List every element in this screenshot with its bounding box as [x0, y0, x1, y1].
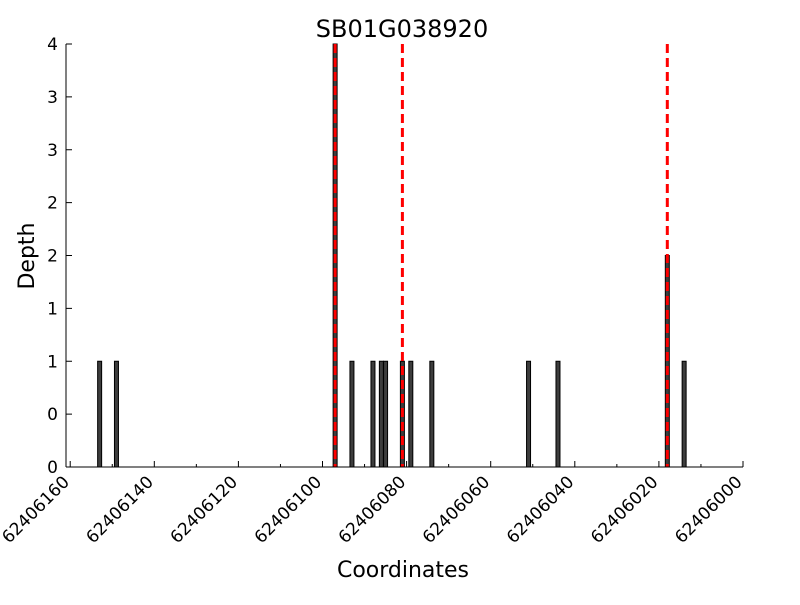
bar: [429, 360, 435, 468]
y-tick-label: 1: [47, 352, 58, 372]
x-tick-label: 62406120: [167, 472, 242, 547]
y-axis-label: Depth: [15, 222, 40, 289]
x-tick-label: 62406160: [0, 472, 74, 547]
x-tick-label: 62406100: [251, 472, 326, 547]
bar: [555, 360, 561, 468]
y-tick-label: 2: [47, 194, 58, 214]
y-tick-label: 3: [47, 141, 58, 161]
bar: [408, 360, 414, 468]
bar: [526, 360, 532, 468]
bar: [97, 360, 103, 468]
x-axis-label: Coordinates: [337, 558, 469, 583]
y-tick-label: 0: [47, 458, 58, 478]
bar: [681, 360, 687, 468]
bar: [378, 360, 384, 468]
x-tick-label: 62406080: [335, 472, 410, 547]
bar: [383, 360, 389, 468]
x-tick-label: 62406040: [503, 472, 578, 547]
bar: [349, 360, 355, 468]
x-tick-label: 62406060: [419, 472, 494, 547]
y-ticks-group: 0 0 1 1 2 2 3 3 4: [47, 35, 72, 478]
y-tick-label: 2: [47, 247, 58, 267]
y-tick-label: 1: [47, 299, 58, 319]
chart-title: SB01G038920: [316, 15, 488, 43]
x-tick-label: 62406020: [587, 472, 662, 547]
y-tick-label: 4: [47, 35, 58, 55]
bar: [370, 360, 376, 468]
y-tick-label: 3: [47, 88, 58, 108]
marker-lines-group: [333, 44, 669, 467]
x-ticks-group: 62406160 62406140 62406120 62406100 62406080…: [0, 461, 747, 548]
bars-group: [97, 43, 687, 468]
bar: [113, 360, 119, 468]
x-tick-label: 62406000: [671, 472, 746, 547]
x-tick-label: 62406140: [83, 472, 158, 547]
y-tick-label: 0: [47, 405, 58, 425]
